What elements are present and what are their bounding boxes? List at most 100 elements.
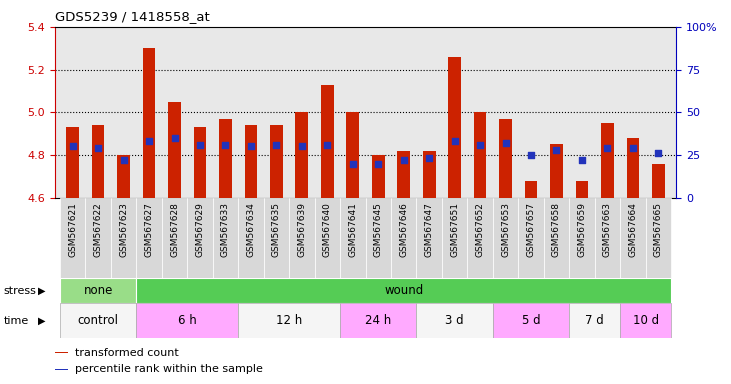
- Text: ▶: ▶: [38, 316, 45, 326]
- Bar: [442, 198, 467, 278]
- Bar: [499, 119, 512, 198]
- Bar: [340, 198, 366, 278]
- Bar: [136, 278, 671, 303]
- Bar: [493, 198, 518, 278]
- Text: 24 h: 24 h: [365, 314, 391, 327]
- Point: [474, 142, 486, 148]
- Bar: [645, 198, 671, 278]
- Bar: [219, 119, 232, 198]
- Bar: [86, 198, 111, 278]
- Bar: [417, 303, 493, 338]
- Bar: [295, 112, 308, 198]
- Text: GSM567664: GSM567664: [629, 202, 637, 257]
- Bar: [321, 84, 333, 198]
- Bar: [92, 125, 105, 198]
- Bar: [289, 198, 314, 278]
- Bar: [595, 198, 620, 278]
- Bar: [238, 198, 264, 278]
- Bar: [423, 151, 436, 198]
- Text: GSM567639: GSM567639: [298, 202, 306, 257]
- Text: GSM567657: GSM567657: [526, 202, 536, 257]
- Text: transformed count: transformed count: [75, 348, 178, 358]
- Text: percentile rank within the sample: percentile rank within the sample: [75, 364, 262, 374]
- Bar: [270, 125, 283, 198]
- Point: [169, 135, 181, 141]
- Text: GSM567658: GSM567658: [552, 202, 561, 257]
- Text: 5 d: 5 d: [522, 314, 540, 327]
- Text: 6 h: 6 h: [178, 314, 197, 327]
- Bar: [55, 369, 69, 370]
- Point: [423, 156, 435, 162]
- Bar: [417, 198, 442, 278]
- Text: 12 h: 12 h: [276, 314, 302, 327]
- Text: GSM567629: GSM567629: [195, 202, 205, 257]
- Text: GSM567646: GSM567646: [399, 202, 408, 257]
- Bar: [245, 125, 257, 198]
- Text: GSM567645: GSM567645: [374, 202, 383, 257]
- Bar: [601, 123, 614, 198]
- Text: GSM567628: GSM567628: [170, 202, 179, 257]
- Bar: [544, 198, 569, 278]
- Bar: [620, 303, 671, 338]
- Point: [143, 138, 155, 144]
- Text: GSM567623: GSM567623: [119, 202, 128, 257]
- Bar: [372, 155, 385, 198]
- Text: GSM567659: GSM567659: [577, 202, 586, 257]
- Point: [602, 145, 613, 151]
- Text: GSM567627: GSM567627: [145, 202, 154, 257]
- Text: GSM567663: GSM567663: [603, 202, 612, 257]
- Text: control: control: [77, 314, 118, 327]
- Text: ▶: ▶: [38, 286, 45, 296]
- Point: [67, 144, 78, 150]
- Point: [92, 145, 104, 151]
- Text: time: time: [4, 316, 29, 326]
- Bar: [111, 198, 136, 278]
- Bar: [391, 198, 417, 278]
- Text: GSM567621: GSM567621: [68, 202, 77, 257]
- Bar: [117, 155, 130, 198]
- Point: [372, 161, 384, 167]
- Point: [627, 145, 639, 151]
- Bar: [136, 198, 162, 278]
- Text: GSM567651: GSM567651: [450, 202, 459, 257]
- Point: [270, 142, 282, 148]
- Bar: [493, 303, 569, 338]
- Bar: [238, 303, 340, 338]
- Bar: [626, 138, 639, 198]
- Bar: [143, 48, 156, 198]
- Text: GSM567640: GSM567640: [323, 202, 332, 257]
- Bar: [366, 198, 391, 278]
- Bar: [575, 181, 588, 198]
- Bar: [187, 198, 213, 278]
- Bar: [569, 198, 595, 278]
- Point: [322, 142, 333, 148]
- Text: GSM567647: GSM567647: [425, 202, 433, 257]
- Bar: [60, 198, 86, 278]
- Bar: [525, 181, 537, 198]
- Text: GSM567635: GSM567635: [272, 202, 281, 257]
- Point: [219, 142, 231, 148]
- Bar: [194, 127, 206, 198]
- Point: [347, 161, 359, 167]
- Bar: [474, 112, 486, 198]
- Text: GSM567652: GSM567652: [476, 202, 485, 257]
- Point: [500, 140, 512, 146]
- Point: [653, 150, 664, 156]
- Bar: [60, 278, 136, 303]
- Text: GSM567665: GSM567665: [654, 202, 663, 257]
- Text: 7 d: 7 d: [586, 314, 604, 327]
- Text: GSM567633: GSM567633: [221, 202, 230, 257]
- Bar: [264, 198, 289, 278]
- Bar: [550, 144, 563, 198]
- Bar: [467, 198, 493, 278]
- Bar: [162, 198, 187, 278]
- Bar: [569, 303, 620, 338]
- Text: stress: stress: [4, 286, 37, 296]
- Point: [550, 147, 562, 153]
- Text: 3 d: 3 d: [445, 314, 464, 327]
- Point: [118, 157, 129, 163]
- Text: GSM567622: GSM567622: [94, 202, 102, 257]
- Bar: [168, 102, 181, 198]
- Bar: [67, 127, 79, 198]
- Point: [449, 138, 461, 144]
